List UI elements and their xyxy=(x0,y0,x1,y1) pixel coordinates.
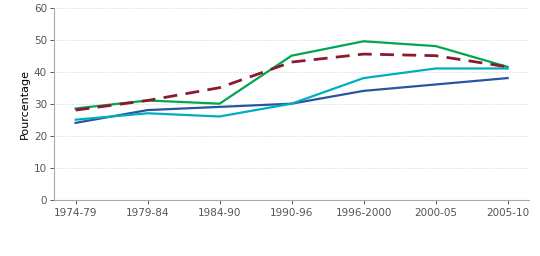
Moyennes (100-250) xyxy=(72,118,79,121)
Petites (10-99) xyxy=(360,89,367,92)
Moyennes (100-250) xyxy=(360,77,367,80)
Toutes les entreprises xyxy=(72,109,79,112)
Grandes (>250) xyxy=(217,102,223,105)
Y-axis label: Pourcentage: Pourcentage xyxy=(20,69,30,139)
Grandes (>250) xyxy=(144,99,151,102)
Toutes les entreprises xyxy=(217,86,223,89)
Petites (10-99) xyxy=(288,102,295,105)
Line: Petites (10-99): Petites (10-99) xyxy=(76,78,508,123)
Line: Grandes (>250): Grandes (>250) xyxy=(76,41,508,109)
Toutes les entreprises xyxy=(504,65,511,68)
Line: Toutes les entreprises: Toutes les entreprises xyxy=(76,54,508,110)
Grandes (>250) xyxy=(360,40,367,43)
Petites (10-99) xyxy=(144,109,151,112)
Toutes les entreprises xyxy=(144,99,151,102)
Toutes les entreprises xyxy=(433,54,439,57)
Petites (10-99) xyxy=(504,77,511,80)
Line: Moyennes (100-250): Moyennes (100-250) xyxy=(76,68,508,120)
Moyennes (100-250) xyxy=(144,112,151,115)
Toutes les entreprises xyxy=(288,61,295,64)
Petites (10-99) xyxy=(72,121,79,124)
Moyennes (100-250) xyxy=(217,115,223,118)
Grandes (>250) xyxy=(433,45,439,48)
Grandes (>250) xyxy=(504,65,511,68)
Moyennes (100-250) xyxy=(433,67,439,70)
Toutes les entreprises xyxy=(360,52,367,56)
Grandes (>250) xyxy=(288,54,295,57)
Moyennes (100-250) xyxy=(288,102,295,105)
Grandes (>250) xyxy=(72,107,79,110)
Moyennes (100-250) xyxy=(504,67,511,70)
Petites (10-99) xyxy=(433,83,439,86)
Petites (10-99) xyxy=(217,105,223,109)
